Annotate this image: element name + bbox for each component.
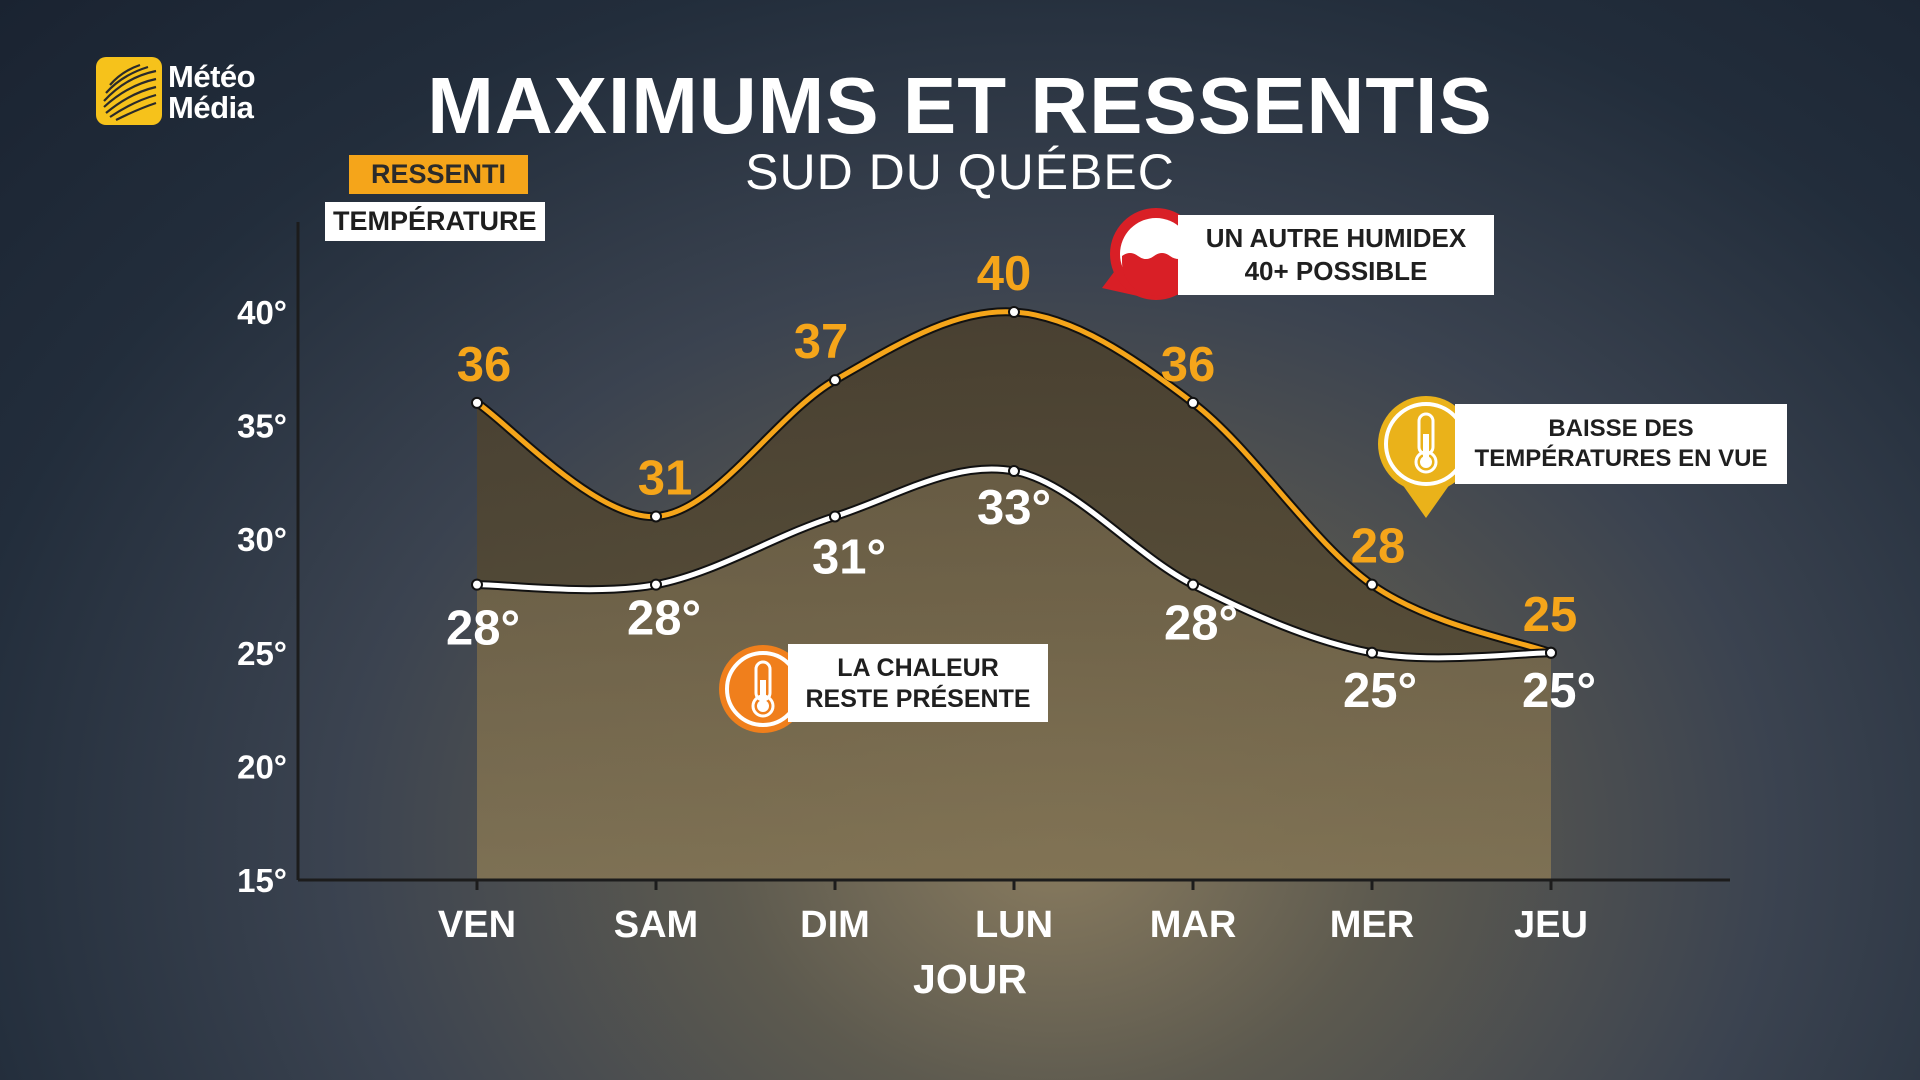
brand-line1: Météo: [168, 59, 256, 94]
ressenti-point: [1187, 396, 1199, 409]
ressenti-point: [829, 374, 841, 387]
callout-chaleur-line1: LA CHALEUR: [837, 654, 999, 682]
x-tick-label: SAM: [614, 904, 698, 946]
ressenti-point: [1008, 306, 1020, 318]
temperature-data-label: 25°: [1522, 664, 1596, 718]
callout-baisse-line1: BAISSE DES: [1548, 415, 1694, 442]
callout-humidex: UN AUTRE HUMIDEX 40+ POSSIBLE: [1178, 215, 1494, 295]
ressenti-data-label: 28: [1351, 520, 1406, 574]
ressenti-data-label: 36: [1161, 338, 1216, 392]
temperature-point: [1187, 578, 1199, 591]
legend-temperature: TEMPÉRATURE: [325, 202, 545, 241]
callout-humidex-line2: 40+ POSSIBLE: [1244, 255, 1428, 286]
brand-line2: Média: [168, 90, 254, 125]
x-tick-label: DIM: [800, 904, 870, 946]
temperature-data-label: 25°: [1343, 664, 1417, 718]
callout-baisse-line2: TEMPÉRATURES EN VUE: [1474, 445, 1768, 472]
ressenti-point: [650, 510, 662, 523]
y-tick-label: 30°: [237, 521, 287, 558]
temperature-data-label: 31°: [812, 530, 886, 584]
x-tick-label: LUN: [975, 904, 1053, 946]
thermometer-pin-icon: [1378, 396, 1474, 518]
ressenti-data-label: 36: [457, 338, 512, 392]
ressenti-point: [1366, 578, 1378, 591]
globe-icon: [96, 57, 162, 125]
temperature-point: [650, 578, 662, 591]
x-tick-label: MER: [1330, 904, 1414, 946]
legend-ressenti: RESSENTI: [349, 155, 528, 194]
meteomedia-logo: Météo Média: [96, 57, 276, 129]
ressenti-data-label: 25: [1523, 588, 1578, 642]
chart-title: MAXIMUMS ET RESSENTIS: [427, 61, 1493, 150]
y-tick-label: 40°: [237, 294, 287, 331]
callout-chaleur-line2: RESTE PRÉSENTE: [805, 685, 1031, 714]
ressenti-point: [471, 396, 483, 409]
temperature-data-label: 33°: [977, 481, 1051, 535]
brand-name: Météo Média: [168, 59, 256, 125]
temperature-data-label: 28°: [1164, 597, 1238, 651]
y-tick-label: 20°: [237, 748, 287, 785]
temperature-point: [1366, 646, 1378, 659]
x-tick-label: MAR: [1150, 904, 1237, 946]
temperature-point: [829, 510, 841, 523]
chart-subtitle: SUD DU QUÉBEC: [745, 144, 1175, 200]
temperature-data-label: 28°: [446, 602, 520, 656]
x-tick-label: JEU: [1514, 904, 1588, 946]
temperature-point: [1008, 465, 1020, 478]
x-axis-title: JOUR: [913, 956, 1027, 1002]
y-tick-label: 15°: [237, 862, 287, 899]
ressenti-data-label: 40: [977, 247, 1032, 301]
x-tick-label: VEN: [438, 904, 516, 946]
y-tick-label: 35°: [237, 408, 287, 445]
temperature-point: [471, 578, 483, 591]
temperature-point: [1545, 646, 1557, 659]
callout-chaleur: LA CHALEUR RESTE PRÉSENTE: [788, 644, 1048, 722]
callout-humidex-line1: UN AUTRE HUMIDEX: [1205, 223, 1467, 253]
callout-baisse: BAISSE DES TEMPÉRATURES EN VUE: [1455, 404, 1787, 484]
ressenti-data-label: 37: [794, 315, 849, 369]
y-tick-label: 25°: [237, 635, 287, 672]
temperature-data-label: 28°: [627, 592, 701, 646]
ressenti-data-label: 31: [638, 451, 693, 505]
